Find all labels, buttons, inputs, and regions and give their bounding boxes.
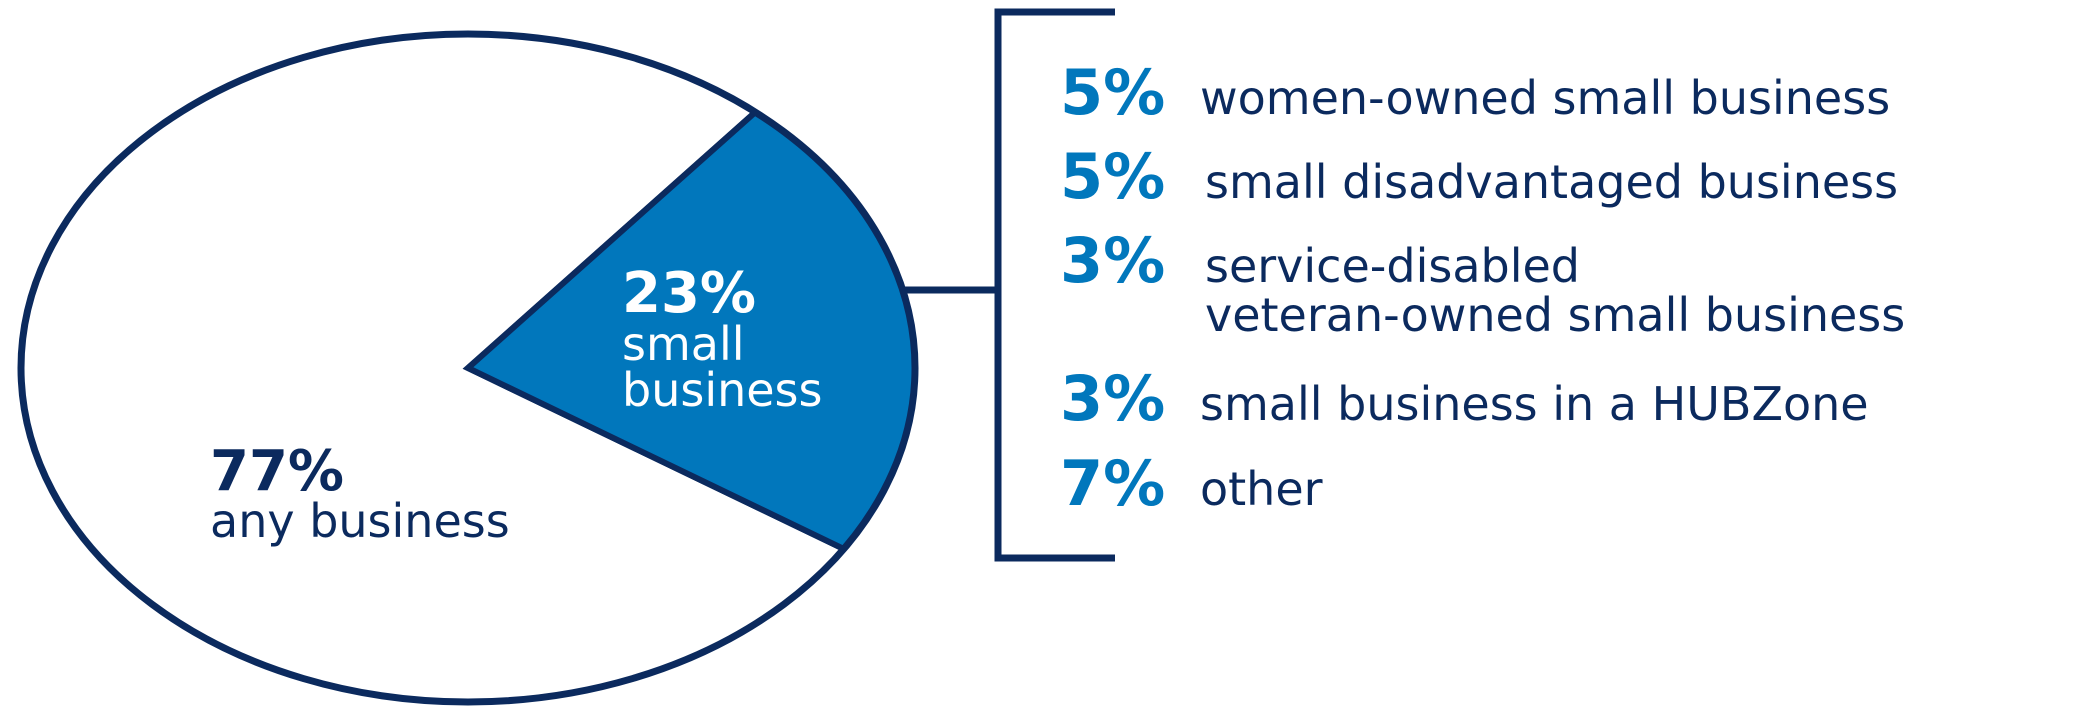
breakdown-bracket — [994, 8, 1115, 562]
slice-label-small-pct: 23% — [622, 261, 756, 326]
breakdown-pct: 3% — [1060, 224, 1165, 297]
slice-label-small-line2: business — [622, 363, 823, 417]
breakdown-item: 7% other — [1060, 447, 1323, 520]
breakdown-pct: 5% — [1060, 140, 1165, 213]
breakdown-pct: 7% — [1060, 447, 1165, 520]
breakdown-item: 3% service-disabled veteran-owned small … — [1060, 224, 1905, 342]
slice-label-any-pct: 77% — [210, 439, 344, 504]
breakdown-label: women-owned small business — [1200, 71, 1890, 125]
breakdown-pct: 3% — [1060, 362, 1165, 435]
breakdown-item: 5% small disadvantaged business — [1060, 140, 1898, 213]
breakdown-pct: 5% — [1060, 56, 1165, 129]
breakdown-label: other — [1200, 462, 1323, 516]
breakdown-label: service-disabled — [1205, 239, 1580, 293]
breakdown-item: 3% small business in a HUBZone — [1060, 362, 1869, 435]
breakdown-label: small disadvantaged business — [1205, 155, 1898, 209]
slice-label-small-line1: small — [622, 317, 745, 371]
slice-label-any-line1: any business — [210, 494, 510, 548]
breakdown-item: 5% women-owned small business — [1060, 56, 1890, 129]
breakdown-label-line2: veteran-owned small business — [1205, 288, 1905, 342]
pie-outline — [17, 30, 919, 706]
breakdown-label: small business in a HUBZone — [1200, 377, 1869, 431]
